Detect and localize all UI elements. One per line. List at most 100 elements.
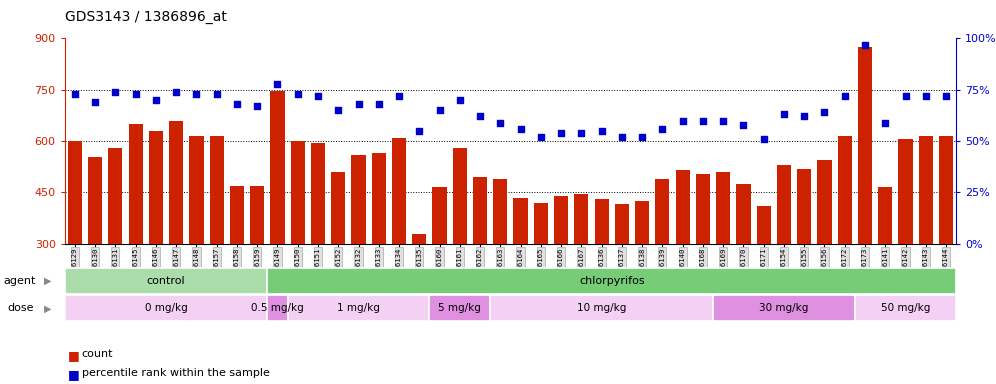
- Text: 10 mg/kg: 10 mg/kg: [577, 303, 626, 313]
- Text: 5 mg/kg: 5 mg/kg: [438, 303, 481, 313]
- Bar: [838, 136, 852, 347]
- Bar: [128, 124, 142, 347]
- Bar: [267, 295, 288, 321]
- Point: [776, 111, 792, 118]
- Bar: [473, 177, 487, 347]
- Text: ▶: ▶: [44, 303, 52, 313]
- Bar: [250, 185, 264, 347]
- Bar: [68, 141, 82, 347]
- Point: [796, 113, 812, 119]
- Bar: [858, 47, 872, 347]
- Point: [574, 130, 590, 136]
- Text: 1 mg/kg: 1 mg/kg: [337, 303, 379, 313]
- Bar: [270, 91, 285, 347]
- Text: percentile rank within the sample: percentile rank within the sample: [82, 368, 270, 378]
- Point: [108, 89, 124, 95]
- Bar: [575, 194, 589, 347]
- Point: [756, 136, 772, 142]
- Point: [594, 128, 610, 134]
- Text: ▶: ▶: [44, 276, 52, 286]
- Bar: [189, 136, 203, 347]
- Bar: [392, 138, 406, 347]
- Bar: [554, 196, 568, 347]
- Bar: [352, 155, 366, 347]
- Point: [148, 97, 164, 103]
- Point: [877, 119, 893, 126]
- Bar: [713, 295, 855, 321]
- Bar: [288, 295, 429, 321]
- Bar: [493, 179, 507, 347]
- Point: [817, 109, 833, 116]
- Point: [513, 126, 529, 132]
- Point: [897, 93, 913, 99]
- Point: [695, 118, 711, 124]
- Point: [411, 128, 427, 134]
- Point: [735, 122, 751, 128]
- Point: [127, 91, 143, 97]
- Point: [857, 41, 872, 48]
- Bar: [490, 295, 713, 321]
- Bar: [797, 169, 812, 347]
- Point: [472, 113, 488, 119]
- Point: [209, 91, 225, 97]
- Point: [391, 93, 407, 99]
- Bar: [675, 170, 690, 347]
- Bar: [855, 295, 956, 321]
- Bar: [429, 295, 490, 321]
- Bar: [267, 268, 956, 294]
- Point: [654, 126, 670, 132]
- Text: agent: agent: [3, 276, 36, 286]
- Bar: [635, 201, 649, 347]
- Point: [938, 93, 954, 99]
- Point: [351, 101, 367, 107]
- Point: [837, 93, 853, 99]
- Text: 30 mg/kg: 30 mg/kg: [759, 303, 809, 313]
- Bar: [291, 141, 305, 347]
- Point: [371, 101, 386, 107]
- Point: [614, 134, 629, 140]
- Bar: [939, 136, 953, 347]
- Bar: [372, 153, 385, 347]
- Point: [88, 99, 104, 105]
- Bar: [514, 198, 528, 347]
- Point: [634, 134, 650, 140]
- Point: [331, 107, 347, 113]
- Point: [249, 103, 265, 109]
- Text: GDS3143 / 1386896_at: GDS3143 / 1386896_at: [65, 10, 227, 23]
- Bar: [534, 203, 548, 347]
- Bar: [331, 172, 346, 347]
- Point: [674, 118, 690, 124]
- Text: chlorpyrifos: chlorpyrifos: [579, 276, 644, 286]
- Bar: [615, 204, 628, 347]
- Point: [715, 118, 731, 124]
- Text: dose: dose: [7, 303, 34, 313]
- Bar: [595, 199, 609, 347]
- Point: [452, 97, 468, 103]
- Bar: [311, 143, 325, 347]
- Point: [431, 107, 447, 113]
- Point: [67, 91, 83, 97]
- Bar: [230, 185, 244, 347]
- Point: [492, 119, 508, 126]
- Point: [270, 81, 286, 87]
- Text: 50 mg/kg: 50 mg/kg: [880, 303, 930, 313]
- Text: count: count: [82, 349, 114, 359]
- Bar: [777, 165, 791, 347]
- Bar: [432, 187, 446, 347]
- Point: [229, 101, 245, 107]
- Point: [168, 89, 184, 95]
- Point: [553, 130, 569, 136]
- Point: [188, 91, 204, 97]
- Bar: [412, 233, 426, 347]
- Bar: [65, 295, 267, 321]
- Bar: [65, 268, 267, 294]
- Bar: [878, 187, 892, 347]
- Bar: [148, 131, 163, 347]
- Point: [917, 93, 933, 99]
- Bar: [696, 174, 710, 347]
- Bar: [453, 148, 467, 347]
- Text: ■: ■: [68, 368, 80, 381]
- Bar: [918, 136, 933, 347]
- Bar: [818, 160, 832, 347]
- Text: ■: ■: [68, 349, 80, 362]
